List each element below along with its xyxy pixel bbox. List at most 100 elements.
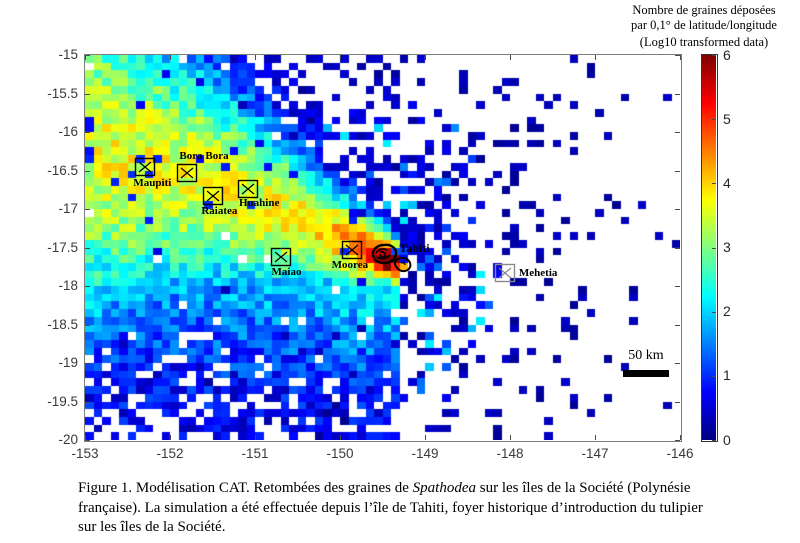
y-tick-label: -15	[58, 47, 78, 62]
island-label-huahine: Huahine	[239, 196, 280, 209]
colorbar-title: Nombre de graines déposées par 0,1° de l…	[610, 3, 798, 50]
y-tick-mark-right	[675, 286, 680, 287]
island-label-moorea: Moorea	[331, 258, 369, 271]
y-tick-mark-right	[675, 401, 680, 403]
island-marker-bora-bora	[176, 163, 198, 182]
colorbar-title-line1: Nombre de graines déposées	[632, 3, 776, 17]
y-tick-label: -20	[58, 432, 78, 447]
y-tick-mark-right	[675, 132, 680, 133]
colorbar-tick-mark	[712, 183, 716, 185]
y-tick-mark-right	[675, 170, 680, 172]
x-tick-mark-top	[510, 55, 511, 60]
y-tick-label: -17	[58, 201, 78, 216]
y-tick-label: -15.5	[47, 85, 78, 101]
island-label-raiatea: Raiatea	[201, 204, 238, 217]
island-marker-moorea	[341, 240, 363, 259]
island-label-bora-bora: Bora Bora	[179, 149, 229, 162]
y-tick-mark	[85, 247, 90, 249]
colorbar-tick-label: 2	[723, 303, 731, 320]
y-tick-mark-right	[675, 440, 680, 441]
island-label-mehetia: Mehetia	[518, 266, 558, 279]
x-tick-mark	[85, 435, 86, 440]
island-label-maupiti: Maupiti	[133, 176, 172, 189]
x-tick-label: -152	[156, 446, 184, 461]
caption-species-italic: Spathodea	[412, 480, 476, 496]
y-tick-label: -18.5	[47, 316, 78, 332]
y-tick-mark	[85, 286, 90, 287]
x-tick-mark	[680, 435, 681, 440]
island-marker-maiao	[270, 247, 291, 266]
island-marker-mehetia	[494, 263, 516, 283]
x-tick-label: -151	[241, 446, 269, 461]
x-tick-label: -153	[71, 446, 99, 461]
x-tick-mark	[340, 435, 341, 440]
x-tick-mark	[425, 435, 426, 440]
colorbar-tick-mark	[712, 375, 716, 377]
x-tick-mark	[255, 435, 256, 440]
y-tick-label: -19	[58, 355, 78, 370]
y-tick-label: -16	[58, 124, 78, 139]
x-tick-mark-top	[255, 55, 256, 60]
x-tick-label: -149	[411, 446, 439, 461]
caption-text-suffix: sur les îles de la Société (Polynésie fr…	[78, 480, 703, 535]
colorbar-tick-mark	[712, 311, 716, 313]
island-label-tahiti: Tahiti	[399, 240, 430, 255]
x-tick-mark-top	[340, 55, 341, 60]
y-tick-label: -18	[58, 278, 78, 293]
scale-bar	[623, 370, 669, 377]
colorbar	[702, 55, 716, 440]
y-tick-mark-right	[675, 363, 680, 364]
x-tick-mark-top	[85, 55, 86, 60]
y-tick-mark	[85, 93, 90, 95]
island-marker-huahine	[237, 179, 259, 199]
y-tick-mark-right	[675, 209, 680, 210]
colorbar-tick-mark	[712, 55, 716, 56]
x-tick-mark-top	[425, 55, 426, 60]
colorbar-tick-label: 5	[723, 110, 731, 127]
y-tick-mark-right	[675, 93, 680, 95]
island-label-maiao: Maiao	[271, 265, 302, 278]
y-tick-label: -16.5	[47, 162, 78, 178]
heatmap-canvas	[85, 55, 680, 440]
y-tick-mark	[85, 209, 90, 210]
x-tick-label: -146	[666, 446, 694, 461]
figure-caption: Figure 1. Modélisation CAT. Retombées de…	[78, 479, 710, 538]
x-tick-mark-top	[595, 55, 596, 60]
colorbar-tick-label: 4	[723, 174, 731, 191]
x-tick-mark	[170, 435, 171, 440]
y-tick-mark	[85, 132, 90, 133]
colorbar-tick-label: 3	[723, 239, 731, 255]
colorbar-tick-mark	[712, 440, 716, 441]
y-tick-mark-right	[675, 55, 680, 56]
colorbar-border	[701, 54, 718, 442]
y-tick-mark	[85, 324, 90, 326]
caption-text-prefix: Figure 1. Modélisation CAT. Retombées de…	[78, 480, 413, 496]
x-tick-mark-top	[170, 55, 171, 60]
colorbar-tick-mark	[712, 119, 716, 121]
y-tick-mark	[85, 440, 90, 441]
y-tick-label: -19.5	[47, 393, 78, 409]
y-tick-mark-right	[675, 324, 680, 326]
colorbar-tick-label: 0	[723, 431, 731, 448]
colorbar-tick-label: 1	[723, 367, 731, 384]
colorbar-title-line3: (Log10 transformed data)	[639, 35, 769, 49]
y-tick-mark	[85, 55, 90, 56]
y-tick-mark	[85, 401, 90, 403]
x-tick-mark	[510, 435, 511, 440]
scale-bar-label: 50 km	[628, 348, 664, 363]
x-tick-label: -147	[581, 446, 609, 461]
y-tick-mark	[85, 363, 90, 364]
x-tick-label: -150	[326, 446, 354, 461]
x-tick-mark	[595, 435, 596, 440]
x-tick-mark-top	[680, 55, 681, 60]
y-tick-mark-right	[675, 247, 680, 249]
x-tick-label: -148	[496, 446, 524, 461]
colorbar-title-line2: par 0,1° de latitude/longitude	[631, 18, 777, 32]
island-marker-raiatea	[203, 186, 224, 206]
colorbar-tick-mark	[712, 247, 716, 249]
island-marker-maupiti	[135, 157, 156, 176]
y-tick-mark	[85, 170, 90, 172]
colorbar-tick-label: 6	[723, 46, 731, 63]
y-tick-label: -17.5	[47, 239, 78, 255]
